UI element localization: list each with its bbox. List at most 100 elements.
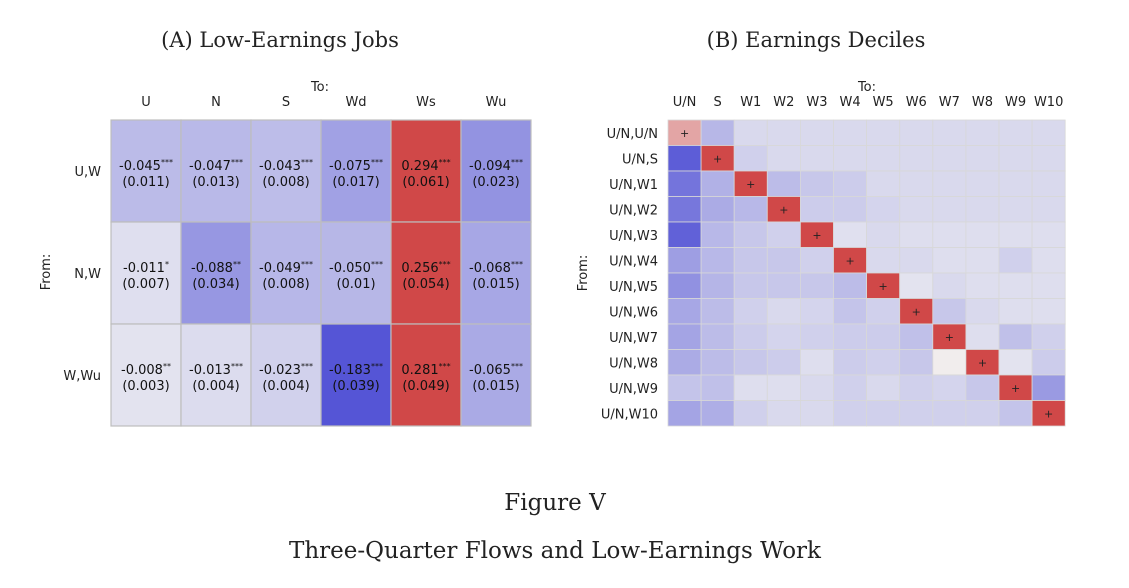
- panel-a-cell-estimate: -0.013***: [189, 362, 243, 378]
- panel-b-cell: [932, 374, 967, 401]
- panel-a-row-label: W,Wu: [63, 369, 101, 384]
- panel-a-cell-estimate: -0.068***: [469, 260, 523, 276]
- panel-a-cell-se: (0.008): [262, 277, 309, 292]
- panel-a-col-label: Ws: [416, 95, 436, 110]
- panel-b-cell: [965, 298, 1000, 325]
- panel-b-cell: [899, 145, 934, 172]
- panel-b-col-label: W4: [839, 95, 860, 110]
- panel-b-cell: [733, 272, 768, 299]
- panel-b-cell: [932, 145, 967, 172]
- panel-b-col-label: W2: [773, 95, 794, 110]
- panel-a-cell-se: (0.003): [122, 379, 169, 394]
- panel-b-cell: [1031, 323, 1066, 350]
- panel-b-cell: [998, 221, 1033, 248]
- panel-b-cell: [998, 272, 1033, 299]
- panel-b-cell: [800, 400, 834, 427]
- panel-b-cell: [899, 196, 934, 223]
- panel-b-cell: [965, 323, 1000, 350]
- panel-b-cell: [998, 374, 1033, 401]
- panel-b-col-label: W9: [1005, 95, 1026, 110]
- panel-a-cell-se: (0.011): [122, 175, 169, 190]
- panel-b-cell: [800, 323, 834, 350]
- panel-b-cell: [800, 221, 834, 248]
- panel-b-cell: [1031, 170, 1066, 197]
- panel-b-cell: [800, 196, 834, 223]
- panel-a-cell: [460, 119, 532, 223]
- panel-b-cell: [700, 298, 735, 325]
- panel-a-cell-estimate: 0.256***: [401, 260, 450, 276]
- panel-b-cell: [733, 298, 768, 325]
- panel-a-cell-estimate: -0.047***: [189, 158, 243, 174]
- panel-a-cell: [320, 119, 392, 223]
- panel-b-cell: [1031, 247, 1066, 274]
- panel-b-col-label: W10: [1034, 95, 1063, 110]
- panel-b-cell: [1031, 298, 1066, 325]
- panel-b-cell: [733, 221, 768, 248]
- panel-b-row-label: U/N,W2: [609, 203, 658, 218]
- panel-b-cell: [866, 323, 901, 350]
- panel-a-cell: [180, 323, 252, 427]
- panel-b-cell: [998, 323, 1033, 350]
- panel-b-cell: [800, 349, 834, 376]
- panel-b-cell: [733, 247, 768, 274]
- panel-b-cell: [932, 247, 967, 274]
- panel-b-cell: [932, 221, 967, 248]
- panel-a-cell-se: (0.023): [472, 175, 519, 190]
- panel-b-diagonal-marker: +: [1011, 382, 1020, 395]
- panel-b-cell: [899, 349, 934, 376]
- panel-b-cell: [667, 323, 702, 350]
- panel-b-cell: [733, 349, 768, 376]
- panel-b-cell: [766, 323, 801, 350]
- panel-a-cell-estimate: 0.281***: [401, 362, 450, 378]
- panel-a-cell-estimate: -0.043***: [259, 158, 313, 174]
- panel-b-cell: [766, 119, 801, 146]
- panel-b-cell: [1031, 145, 1066, 172]
- panel-b-cell: [899, 400, 934, 427]
- panel-b-cell: [998, 170, 1033, 197]
- panel-b-cell: [766, 170, 801, 197]
- panel-b-cell: [998, 400, 1033, 427]
- panel-b-cell: [1031, 196, 1066, 223]
- panel-a-cell-estimate: -0.088**: [191, 260, 241, 276]
- panel-a-cell-estimate: -0.065***: [469, 362, 523, 378]
- panel-a-cell-se: (0.008): [262, 175, 309, 190]
- panel-b-cell: [932, 349, 967, 376]
- panel-b-row-label: U/N,W7: [609, 331, 658, 346]
- panel-b-diagonal-marker: +: [912, 305, 921, 318]
- panel-b-cell: [766, 221, 801, 248]
- panel-b-cell: [866, 119, 901, 146]
- panel-b-cell: [700, 221, 735, 248]
- panel-b-cell: [700, 145, 735, 172]
- panel-b-cell: [700, 400, 735, 427]
- panel-b-cell: [1031, 221, 1066, 248]
- panel-b-cell: [800, 272, 834, 299]
- panel-a-cell-estimate: -0.049***: [259, 260, 313, 276]
- panel-b-cell: [700, 196, 735, 223]
- panel-b-cell: [998, 349, 1033, 376]
- panel-b-cell: [1031, 400, 1066, 427]
- panel-b-cell: [866, 247, 901, 274]
- panel-b-cell: [800, 170, 834, 197]
- panel-b-cell: [998, 247, 1033, 274]
- panel-b-cell: [899, 221, 934, 248]
- panel-a-cell-se: (0.015): [472, 277, 519, 292]
- panel-b-row-label: U/N,U/N: [607, 127, 658, 142]
- panel-a-cell: [250, 221, 322, 325]
- figure-caption: Three-Quarter Flows and Low-Earnings Wor…: [289, 538, 822, 564]
- panel-a-row-label: U,W: [74, 165, 101, 180]
- panel-b-cell: [998, 298, 1033, 325]
- panel-b-cell: [766, 272, 801, 299]
- panel-b-cell: [733, 119, 768, 146]
- panel-b-cell: [833, 298, 867, 325]
- panel-b-cell: [866, 400, 901, 427]
- panel-b-cell: [700, 170, 735, 197]
- panel-b-cell: [700, 247, 735, 274]
- panel-b-cell: [800, 247, 834, 274]
- panel-b-cell: [700, 349, 735, 376]
- panel-a-cell-se: (0.054): [402, 277, 449, 292]
- panel-b-diagonal-marker: +: [680, 127, 689, 140]
- panel-b-diagonal-marker: +: [879, 280, 888, 293]
- panel-b-cell: [932, 298, 967, 325]
- panel-b-row-label: U/N,W4: [609, 254, 658, 269]
- panel-b-xlabel: To:: [857, 80, 876, 95]
